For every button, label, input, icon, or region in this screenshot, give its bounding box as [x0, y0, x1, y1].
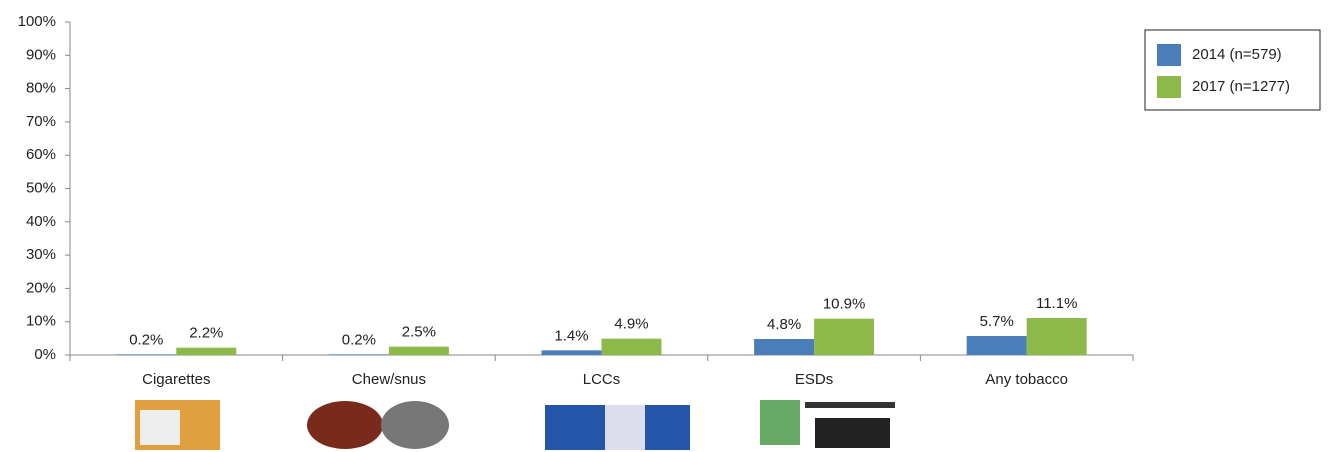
y-tick-label: 100% — [18, 13, 56, 30]
y-tick-label: 20% — [26, 279, 56, 296]
x-tick-label: Chew/snus — [352, 371, 426, 388]
esd-image — [805, 402, 895, 408]
value-label: 11.1% — [1036, 295, 1077, 312]
bar — [966, 336, 1027, 355]
legend-swatch — [1157, 76, 1181, 98]
bar — [814, 318, 875, 355]
value-label: 0.2% — [129, 331, 163, 348]
bar — [328, 354, 389, 355]
legend-label: 2017 (n=1277) — [1192, 78, 1290, 95]
bar — [1026, 318, 1087, 355]
cigarette-image — [140, 410, 180, 445]
y-tick-label: 50% — [26, 179, 56, 196]
value-label: 0.2% — [342, 331, 376, 348]
snus-image — [381, 401, 449, 449]
value-label: 10.9% — [823, 296, 866, 313]
value-label: 4.9% — [614, 316, 648, 333]
bar — [754, 339, 815, 355]
legend-swatch — [1157, 44, 1181, 66]
x-tick-label: Cigarettes — [142, 371, 210, 388]
y-tick-label: 10% — [26, 313, 56, 330]
legend-label: 2014 (n=579) — [1192, 46, 1282, 63]
product-images — [135, 400, 895, 450]
value-label: 2.5% — [402, 324, 436, 341]
value-label: 4.8% — [767, 316, 801, 333]
esd-image — [760, 400, 800, 445]
y-tick-label: 0% — [34, 346, 56, 363]
esd-image — [815, 418, 890, 448]
y-tick-label: 90% — [26, 46, 56, 63]
x-tick-label: ESDs — [795, 371, 833, 388]
bar — [116, 354, 177, 355]
bar — [388, 346, 449, 355]
value-label: 5.7% — [980, 313, 1014, 330]
y-tick-label: 30% — [26, 246, 56, 263]
lcc-image — [605, 405, 645, 450]
y-tick-label: 80% — [26, 80, 56, 97]
bar — [176, 347, 237, 355]
value-label: 1.4% — [554, 327, 588, 344]
legend-box — [1144, 29, 1321, 111]
x-tick-label: Any tobacco — [985, 371, 1068, 388]
y-tick-label: 60% — [26, 146, 56, 163]
x-tick-label: LCCs — [583, 371, 621, 388]
bar — [541, 350, 602, 355]
bar — [601, 338, 662, 355]
chew-image — [307, 401, 383, 449]
y-tick-label: 40% — [26, 213, 56, 230]
y-tick-label: 70% — [26, 113, 56, 130]
value-label: 2.2% — [189, 325, 223, 342]
